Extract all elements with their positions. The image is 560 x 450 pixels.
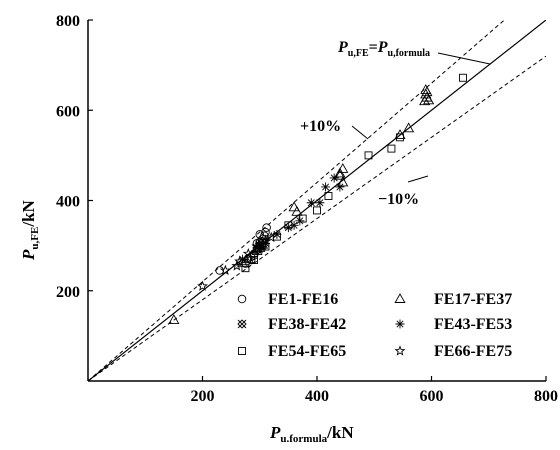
legend-label: FE54-FE65 <box>268 343 346 360</box>
y-tick-label: 800 <box>56 13 80 30</box>
data-point <box>231 260 243 271</box>
plus-10-annotation: +10% <box>300 118 369 140</box>
x-ticks: 200 400 600 800 <box>191 376 558 405</box>
legend-label: FE66-FE75 <box>434 343 512 360</box>
data-point <box>403 122 415 133</box>
data-point <box>259 234 271 245</box>
data-point <box>329 173 339 183</box>
x-axis-title: Pu.formula/kN <box>269 423 354 445</box>
data-point <box>168 314 180 325</box>
legend-marker <box>237 294 247 304</box>
data-point <box>272 232 281 241</box>
y-tick-label: 600 <box>56 103 80 120</box>
legend-item: FE43-FE53 <box>395 316 512 333</box>
data-point <box>459 73 467 82</box>
series-FE43-FE53 <box>238 173 345 264</box>
svg-text:+10%: +10% <box>300 118 341 135</box>
data-point <box>394 129 406 140</box>
data-point <box>265 231 277 243</box>
legend-item: FE66-FE75 <box>394 343 512 360</box>
data-point <box>419 95 431 106</box>
data-point <box>288 201 300 212</box>
y-axis-title: Pu,FE/kN <box>19 199 41 261</box>
data-point <box>284 221 293 230</box>
minus-10-annotation: −10% <box>378 175 429 208</box>
data-point <box>306 198 316 208</box>
legend: FE1-FE16 FE17-FE37 FE38-FE42 FE43-FE53 FE54-… <box>237 291 512 360</box>
legend-label: FE43-FE53 <box>434 316 512 333</box>
legend-marker <box>395 319 405 329</box>
data-point <box>364 151 373 160</box>
legend-label: FE1-FE16 <box>268 291 338 308</box>
data-point <box>238 254 248 264</box>
x-tick-label: 200 <box>191 388 215 405</box>
data-point <box>337 162 349 173</box>
data-point <box>289 220 299 230</box>
data-point <box>324 192 333 200</box>
y-tick-label: 200 <box>56 284 80 301</box>
legend-marker <box>394 345 406 356</box>
legend-label: FE38-FE42 <box>268 316 346 333</box>
legend-marker <box>238 347 246 355</box>
data-point <box>219 264 231 276</box>
data-point <box>242 247 254 259</box>
series-FE66-FE75 <box>197 231 277 291</box>
legend-item: FE54-FE65 <box>238 343 346 360</box>
data-point <box>387 144 396 153</box>
y-ticks: 200 400 600 800 <box>56 13 93 301</box>
data-point <box>250 256 258 265</box>
x-tick-label: 600 <box>420 388 444 405</box>
data-markers <box>168 73 467 325</box>
data-point <box>291 205 303 216</box>
data-point <box>335 182 345 192</box>
legend-marker <box>237 319 247 329</box>
equality-annotation: Pu,FE=Pu,formula <box>337 39 491 65</box>
legend-item: FE38-FE42 <box>237 316 346 333</box>
data-point <box>295 216 305 226</box>
data-point <box>396 133 404 142</box>
data-point <box>234 255 246 267</box>
svg-text:−10%: −10% <box>378 191 419 208</box>
data-point <box>298 214 307 223</box>
data-point <box>315 198 325 208</box>
data-point <box>197 280 208 291</box>
data-point <box>321 182 331 192</box>
svg-text:Pu,FE=Pu,formula: Pu,FE=Pu,formula <box>337 39 430 59</box>
legend-item: FE1-FE16 <box>237 291 338 308</box>
minus-10-line <box>88 55 546 381</box>
data-point <box>272 229 282 239</box>
legend-label: FE17-FE37 <box>434 291 512 308</box>
legend-marker <box>394 293 406 303</box>
data-point <box>313 206 321 215</box>
x-tick-label: 800 <box>534 388 558 405</box>
legend-item: FE17-FE37 <box>394 291 512 308</box>
data-point <box>257 239 269 251</box>
series-FE54-FE65 <box>241 73 467 273</box>
data-point <box>337 176 349 187</box>
data-point <box>241 264 250 273</box>
plus-10-line <box>88 20 506 381</box>
data-point <box>262 223 271 232</box>
x-tick-label: 400 <box>305 388 329 405</box>
y-tick-label: 400 <box>56 194 80 211</box>
data-point <box>283 223 293 233</box>
